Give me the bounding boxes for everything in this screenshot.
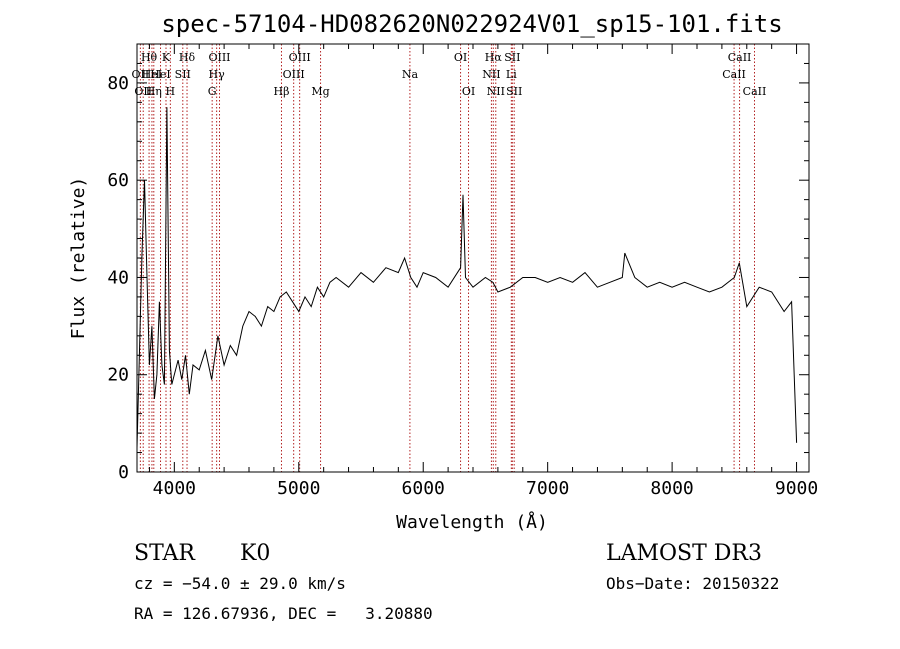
line-marker-label: OII — [132, 68, 150, 81]
observation-date: Obs−Date: 20150322 — [606, 574, 779, 593]
x-axis-label: Wavelength (Å) — [396, 511, 548, 533]
line-marker-label: CaII — [743, 85, 767, 98]
x-tick-label: 5000 — [277, 478, 320, 499]
line-marker-label: Mg — [311, 85, 329, 98]
line-marker-label: Na — [402, 68, 419, 81]
y-tick-label: 40 — [107, 267, 129, 288]
line-markers — [139, 44, 755, 472]
line-marker-label: HeI — [142, 68, 162, 81]
line-marker-label: OI — [462, 85, 475, 98]
line-marker-label: Hα — [485, 51, 503, 64]
line-marker-label: CaII — [728, 51, 752, 64]
x-tick-label: 4000 — [153, 478, 196, 499]
line-marker-label: Hη — [146, 85, 162, 98]
line-marker-label: OIII — [289, 51, 311, 64]
line-marker-label: HeI — [150, 68, 170, 81]
line-marker-label: Hδ — [179, 51, 196, 64]
x-tick-label: 6000 — [402, 478, 445, 499]
line-marker-label: OIII — [283, 68, 305, 81]
line-marker-label: NII — [487, 85, 505, 98]
line-marker-label: Li — [506, 68, 517, 81]
plot-frame — [136, 43, 810, 473]
y-axis-ticks: 0 20 40 60 80 — [107, 62, 809, 483]
x-tick-label: 8000 — [650, 478, 693, 499]
line-marker-label: Hθ — [141, 51, 158, 64]
line-marker-label: Hβ — [274, 85, 290, 98]
line-marker-labels: OIIOIIHθHeIHηHeIKHSIIHδGHγOIIIHβOIIIOIII… — [132, 51, 767, 98]
line-marker-label: G — [208, 85, 217, 98]
line-marker-label: SII — [504, 51, 520, 64]
line-marker-label: Hγ — [209, 68, 226, 81]
object-class: STAR — [134, 541, 196, 566]
chart-title: spec-57104-HD082620N022924V01_sp15-101.f… — [161, 10, 782, 38]
line-marker-label: CaII — [722, 68, 746, 81]
y-axis-label: Flux (relative) — [68, 177, 89, 340]
x-axis-ticks: 4000 5000 6000 7000 8000 9000 — [148, 44, 818, 499]
y-tick-label: 60 — [107, 170, 129, 191]
line-marker-label: SII — [506, 85, 522, 98]
line-marker-label: OIII — [208, 51, 230, 64]
spectral-subclass: K0 — [240, 541, 270, 566]
line-marker-label: NII — [482, 68, 500, 81]
line-marker-label: H — [166, 85, 176, 98]
redshift-cz: cz = −54.0 ± 29.0 km/s — [134, 574, 346, 593]
line-marker-label: SII — [175, 68, 191, 81]
y-tick-label: 0 — [118, 462, 129, 483]
spectrum-series-line — [136, 107, 798, 448]
y-tick-label: 80 — [107, 73, 129, 94]
x-tick-label: 7000 — [526, 478, 569, 499]
line-marker-label: OI — [454, 51, 467, 64]
survey-name: LAMOST DR3 — [606, 541, 762, 566]
y-tick-label: 20 — [107, 365, 129, 386]
line-marker-label: K — [162, 51, 171, 64]
x-tick-label: 9000 — [775, 478, 818, 499]
ra-dec: RA = 126.67936, DEC = 3.20880 — [134, 604, 433, 623]
line-marker-label: OII — [134, 85, 152, 98]
